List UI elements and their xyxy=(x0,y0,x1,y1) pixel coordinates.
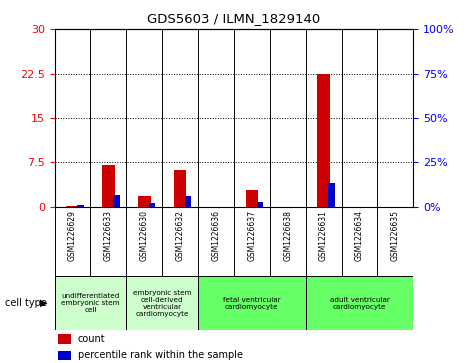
Text: GSM1226638: GSM1226638 xyxy=(283,210,292,261)
Bar xyxy=(174,170,186,207)
Text: GSM1226631: GSM1226631 xyxy=(319,210,328,261)
Bar xyxy=(55,276,126,330)
Text: GSM1226634: GSM1226634 xyxy=(355,210,364,261)
Bar xyxy=(138,196,151,207)
Text: GSM1226635: GSM1226635 xyxy=(391,210,400,261)
Text: fetal ventricular
cardiomyocyte: fetal ventricular cardiomyocyte xyxy=(223,297,281,310)
Text: GSM1226632: GSM1226632 xyxy=(176,210,185,261)
Bar xyxy=(185,196,191,207)
Text: GSM1226633: GSM1226633 xyxy=(104,210,113,261)
Text: GSM1226636: GSM1226636 xyxy=(211,210,220,261)
Text: percentile rank within the sample: percentile rank within the sample xyxy=(78,351,243,360)
Text: ▶: ▶ xyxy=(40,298,48,308)
Bar xyxy=(256,201,263,207)
Bar xyxy=(306,276,413,330)
Text: GSM1226637: GSM1226637 xyxy=(247,210,257,261)
Bar xyxy=(113,195,120,207)
Bar xyxy=(149,203,155,207)
Text: embryonic stem
cell-derived
ventricular
cardiomyocyte: embryonic stem cell-derived ventricular … xyxy=(133,290,191,317)
Text: GSM1226630: GSM1226630 xyxy=(140,210,149,261)
Bar xyxy=(58,351,71,360)
Title: GDS5603 / ILMN_1829140: GDS5603 / ILMN_1829140 xyxy=(147,12,321,25)
Bar xyxy=(328,183,335,207)
Bar xyxy=(126,276,198,330)
Bar xyxy=(66,206,79,207)
Bar xyxy=(77,205,84,207)
Text: count: count xyxy=(78,334,105,344)
Text: GSM1226629: GSM1226629 xyxy=(68,210,77,261)
Text: cell type: cell type xyxy=(5,298,47,308)
Text: undifferentiated
embryonic stem
cell: undifferentiated embryonic stem cell xyxy=(61,293,120,313)
Text: adult ventricular
cardiomyocyte: adult ventricular cardiomyocyte xyxy=(330,297,390,310)
Bar xyxy=(198,276,306,330)
Bar xyxy=(102,166,114,207)
Bar xyxy=(246,190,258,207)
Bar xyxy=(58,334,71,344)
Bar xyxy=(317,73,330,207)
